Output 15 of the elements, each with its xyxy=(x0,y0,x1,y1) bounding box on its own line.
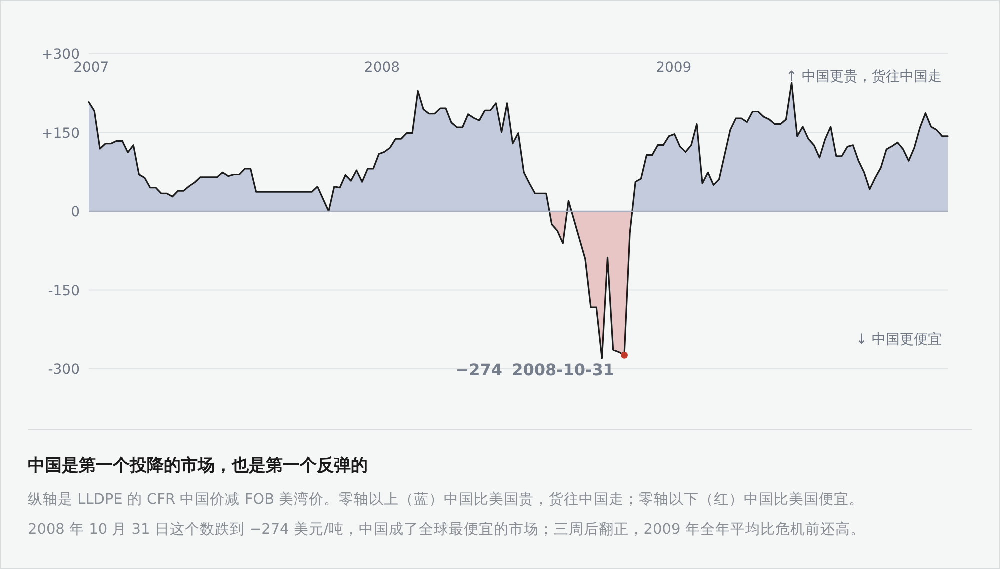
y-tick-label: -300 xyxy=(48,362,80,378)
y-tick-label: +150 xyxy=(42,126,80,142)
x-tick-label: 2009 xyxy=(656,60,692,76)
annotation: 2008-10-31 xyxy=(512,360,614,380)
y-tick-label: +300 xyxy=(42,47,80,63)
x-tick-label: 2007 xyxy=(74,60,110,76)
annotation: −274 xyxy=(456,360,502,380)
text: 2008 年 10 月 31 日这个数跌到 −274 美元/吨，中国成了全球最便宜的市场；三周后翻正，2009 年全年平均比危机前还高。 xyxy=(28,521,866,538)
text: 中国是第一个投降的市场，也是第一个反弹的 xyxy=(28,456,368,476)
x-tick-label: 2008 xyxy=(364,60,400,76)
annotation: ↑ 中国更贵，货往中国走 xyxy=(786,69,942,85)
y-tick-label: -150 xyxy=(48,283,80,300)
y-tick-label: 0 xyxy=(71,204,80,220)
annotation: ↓ 中国更便宜 xyxy=(856,332,942,348)
text: 纵轴是 LLDPE 的 CFR 中国价减 FOB 美湾价。零轴以上（蓝）中国比美国贵，货往中国走；零轴以下（红）中国比美国便宜。 xyxy=(28,491,864,508)
